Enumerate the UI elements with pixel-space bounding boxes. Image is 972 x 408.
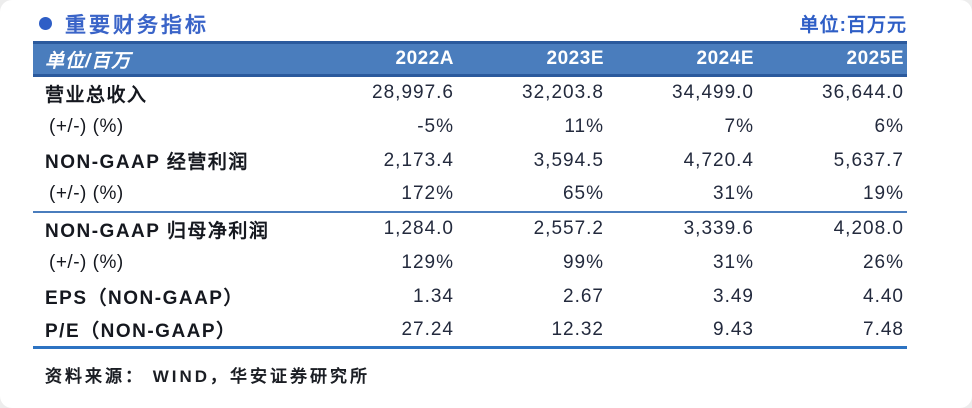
row-label: (+/-) (%) [49,251,124,273]
cell-value: 19% [757,177,907,213]
cell-value: 4,720.4 [683,149,754,171]
column-header-2023e: 2023E [457,41,607,77]
row-label: P/E（NON-GAAP） [33,313,307,349]
cell-value: 28,997.6 [372,82,454,104]
table-row: EPS（NON-GAAP） 1.34 2.67 3.49 4.40 [33,280,907,314]
cell-value: 7% [724,115,754,137]
cell-value: 36,644.0 [822,82,904,104]
cell-value: 4.40 [863,285,904,307]
row-label: (+/-) (%) [33,177,307,213]
cell-value: 32,203.8 [522,82,604,104]
cell-value: 129% [401,251,454,273]
row-label: 营业总收入 [45,84,148,106]
row-label: NON-GAAP 归母净利润 [45,220,270,242]
row-label: EPS（NON-GAAP） [45,288,244,309]
cell-value: 2,173.4 [383,149,454,171]
cell-value: 9.43 [607,313,757,349]
cell-value: 12.32 [457,313,607,349]
table-row: (+/-) (%) 172% 65% 31% 19% [33,177,907,213]
cell-value: -5% [417,115,454,137]
table-row: NON-GAAP 归母净利润 1,284.0 2,557.2 3,339.6 4,208… [33,212,907,246]
table-header-row: 单位/百万 2022A 2023E 2024E 2025E [33,41,907,77]
section-title: 重要财务指标 [65,13,209,37]
cell-value: 4,208.0 [833,218,904,239]
financial-indicators-table: 单位/百万 2022A 2023E 2024E 2025E 营业总收入 28,99… [33,41,907,349]
row-label: NON-GAAP 经营利润 [45,152,249,173]
column-header-2022a: 2022A [307,41,457,77]
unit-label: 单位:百万元 [799,15,907,36]
row-label: (+/-) (%) [49,115,124,137]
cell-value: 27.24 [307,313,457,349]
cell-value: 26% [862,251,904,273]
cell-value: 3,594.5 [533,149,604,171]
cell-value: 99% [562,251,604,273]
table-row: (+/-) (%) -5% 11% 7% 6% [33,110,907,144]
table-row: P/E（NON-GAAP） 27.24 12.32 9.43 7.48 [33,313,907,349]
cell-value: 11% [564,115,604,137]
section-title-row: 重要财务指标 单位:百万元 [33,7,907,40]
bullet-icon [39,17,52,30]
source-note: 资料来源： WIND，华安证券研究所 [45,367,371,386]
cell-value: 31% [607,177,757,213]
column-header-2024e: 2024E [607,41,757,77]
cell-value: 3,339.6 [683,218,754,239]
table-body: 营业总收入 28,997.6 32,203.8 34,499.0 36,644.0 (+/… [33,76,907,349]
cell-value: 3.49 [713,285,754,307]
cell-value: 1,284.0 [383,218,454,239]
column-header-unit: 单位/百万 [33,41,307,77]
table-row: (+/-) (%) 129% 99% 31% 26% [33,246,907,280]
cell-value: 34,499.0 [672,82,754,104]
cell-value: 2.67 [563,285,604,307]
cell-value: 7.48 [757,313,907,349]
cell-value: 2,557.2 [533,218,604,239]
column-header-2025e: 2025E [757,41,907,77]
cell-value: 5,637.7 [833,149,904,171]
cell-value: 31% [712,251,754,273]
cell-value: 172% [307,177,457,213]
table-row: 营业总收入 28,997.6 32,203.8 34,499.0 36,644.0 [33,76,907,110]
cell-value: 6% [874,115,904,137]
cell-value: 1.34 [413,285,454,307]
cell-value: 65% [457,177,607,213]
table-row: NON-GAAP 经营利润 2,173.4 3,594.5 4,720.4 5,637.… [33,144,907,178]
